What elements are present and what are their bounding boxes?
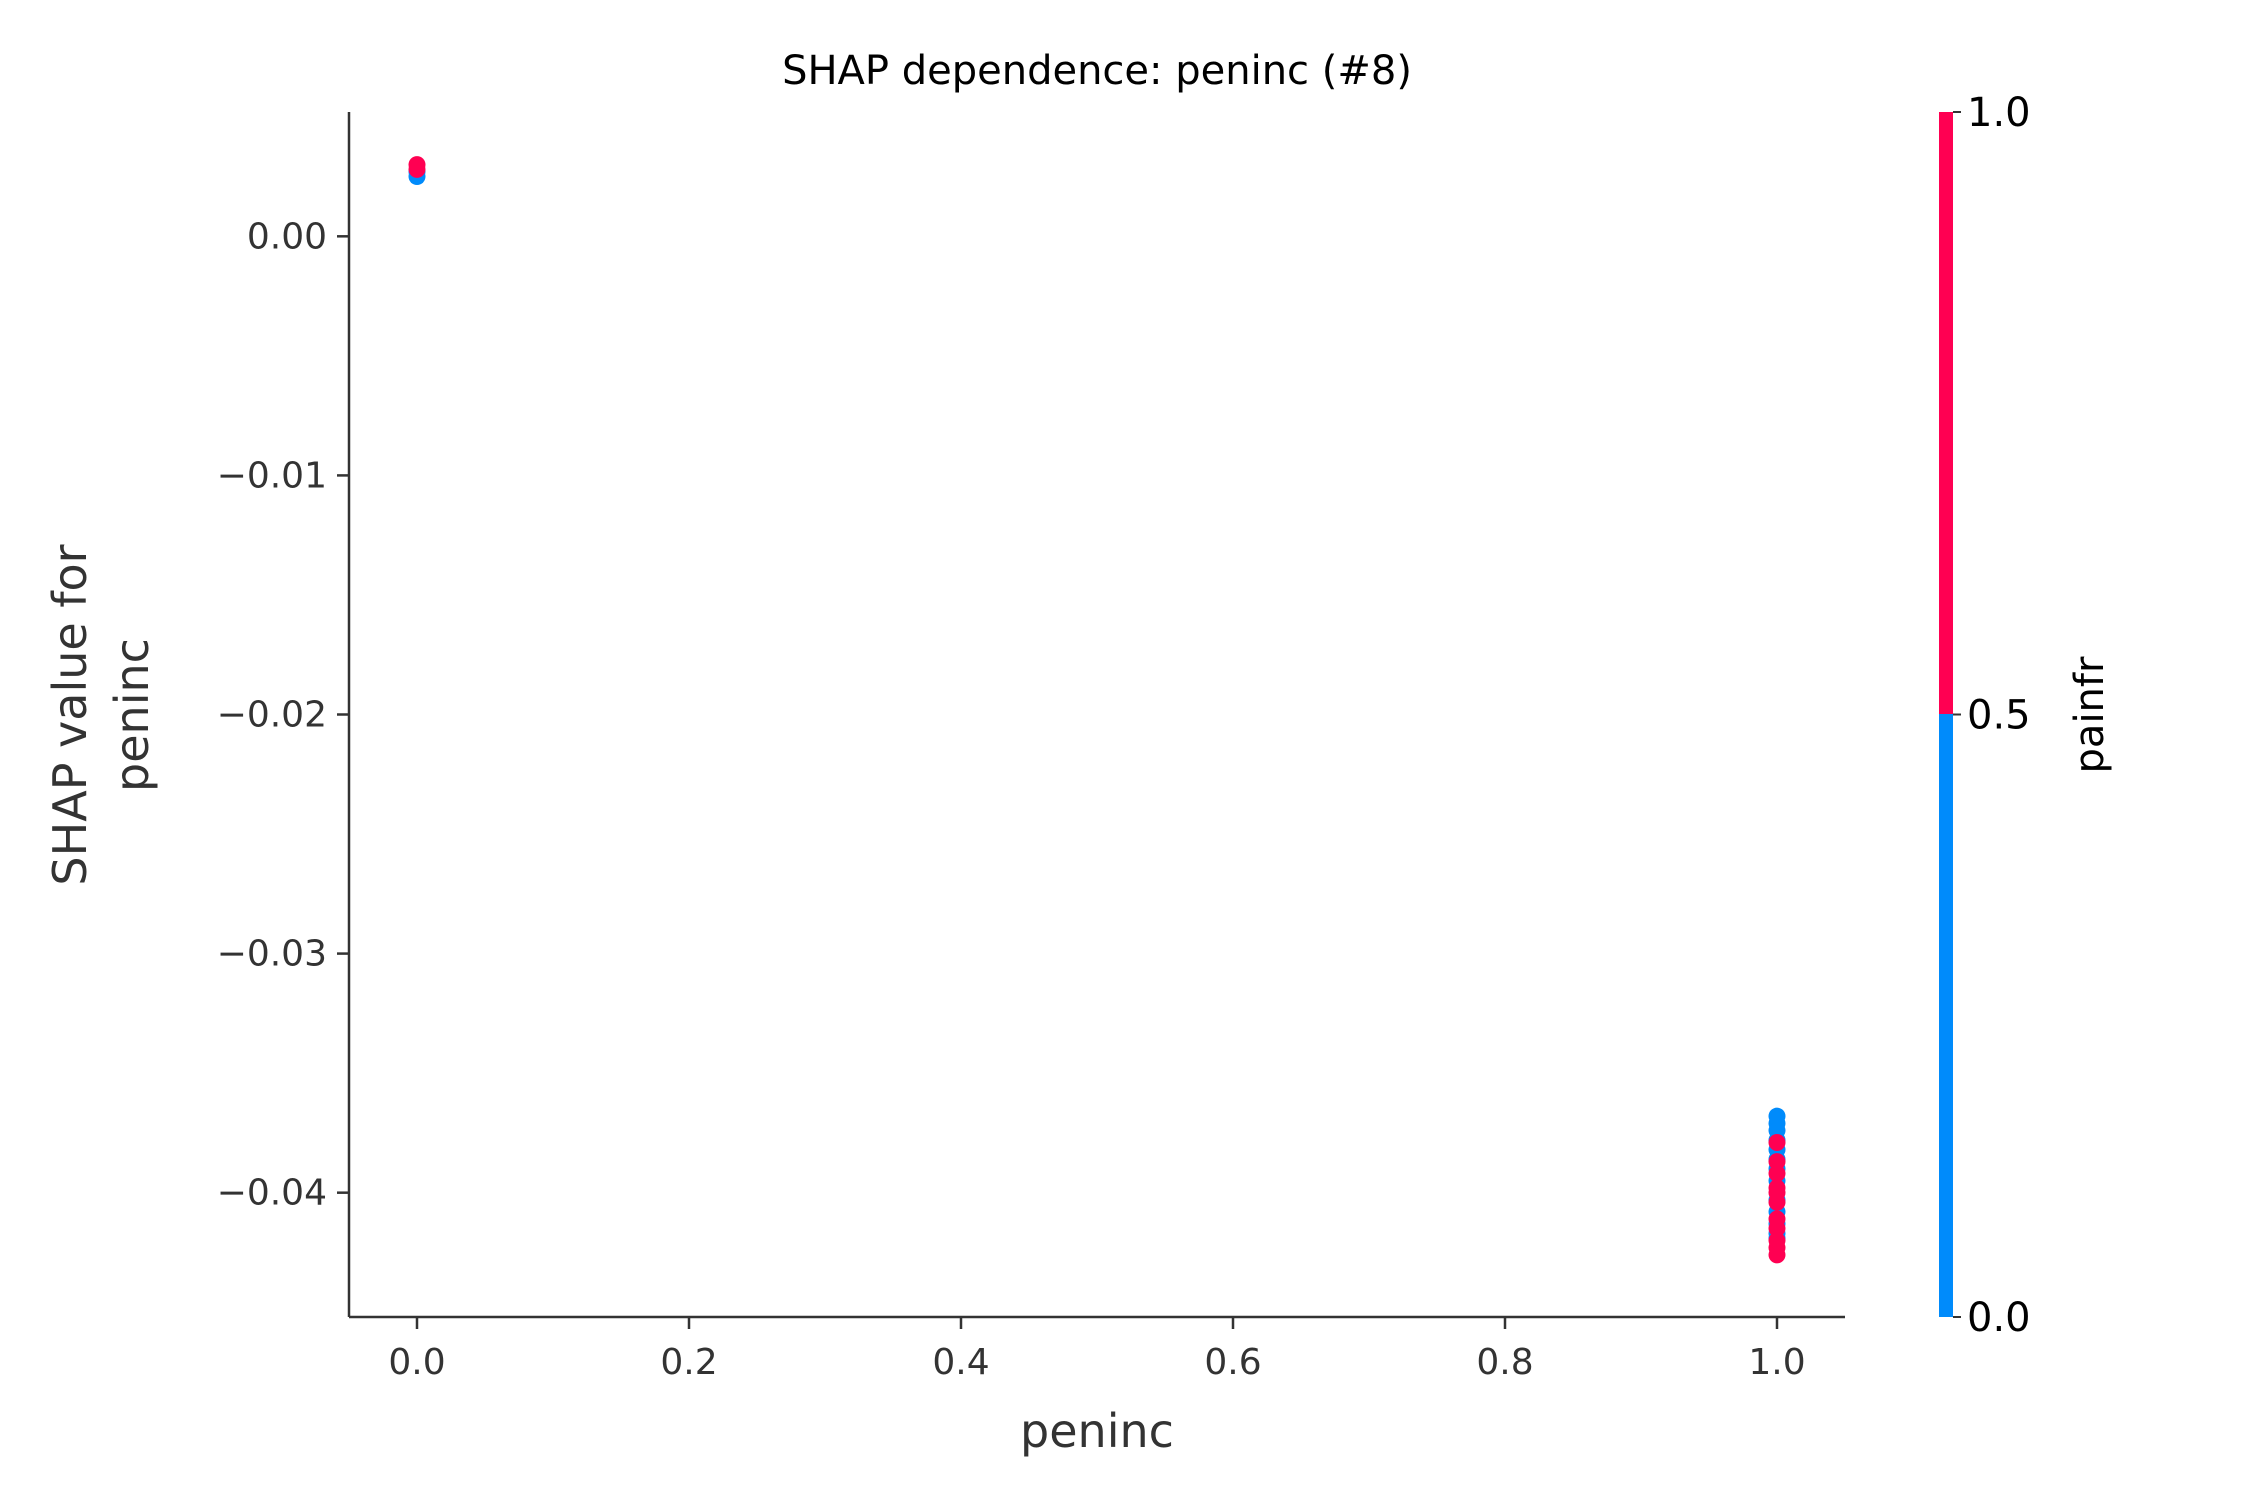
- colorbar-high-segment: [1939, 112, 1953, 714]
- x-axis-label: peninc: [1020, 1404, 1174, 1458]
- colorbar-tick-label: 0.0: [1967, 1295, 2031, 1341]
- y-axis-label-line-1: SHAP value for: [43, 544, 97, 885]
- data-point: [1768, 1153, 1786, 1171]
- colorbar-ticks: 0.0 0.5 1.0: [1953, 90, 2031, 1341]
- y-axis-ticks: 0.00 −0.01 −0.02 −0.03 −0.04: [217, 216, 349, 1214]
- x-tick-label: 0.4: [932, 1342, 989, 1383]
- data-point: [1768, 1193, 1786, 1211]
- colorbar: 0.0 0.5 1.0 painfr: [1939, 90, 2113, 1341]
- data-point: [1768, 1246, 1786, 1264]
- series-group: [408, 163, 1786, 1247]
- y-tick-label: −0.03: [217, 934, 327, 975]
- data-point: [1768, 1220, 1786, 1238]
- y-tick-label: 0.00: [247, 216, 327, 257]
- y-tick-label: −0.01: [217, 455, 327, 496]
- x-tick-label: 0.0: [388, 1342, 445, 1383]
- chart-title: SHAP dependence: peninc (#8): [782, 48, 1412, 94]
- data-point: [408, 160, 426, 178]
- colorbar-label: painfr: [2067, 656, 2113, 773]
- data-point: [1768, 1165, 1786, 1183]
- y-tick-label: −0.04: [217, 1173, 327, 1214]
- y-tick-label: −0.02: [217, 695, 327, 736]
- data-point: [1768, 1133, 1786, 1151]
- x-tick-label: 0.8: [1476, 1342, 1533, 1383]
- series-group: [408, 156, 1786, 1264]
- x-axis-ticks: 0.0 0.2 0.4 0.6 0.8 1.0: [388, 1317, 1806, 1383]
- x-tick-label: 0.6: [1204, 1342, 1261, 1383]
- colorbar-low-segment: [1939, 714, 1953, 1317]
- scatter-points: [408, 156, 1786, 1264]
- y-axis-label: SHAP value for peninc: [43, 544, 159, 885]
- x-tick-label: 0.2: [660, 1342, 717, 1383]
- colorbar-tick-label: 1.0: [1967, 90, 2031, 136]
- colorbar-tick-label: 0.5: [1967, 693, 2031, 739]
- x-tick-label: 1.0: [1748, 1342, 1805, 1383]
- y-axis-label-line-2: peninc: [105, 638, 159, 792]
